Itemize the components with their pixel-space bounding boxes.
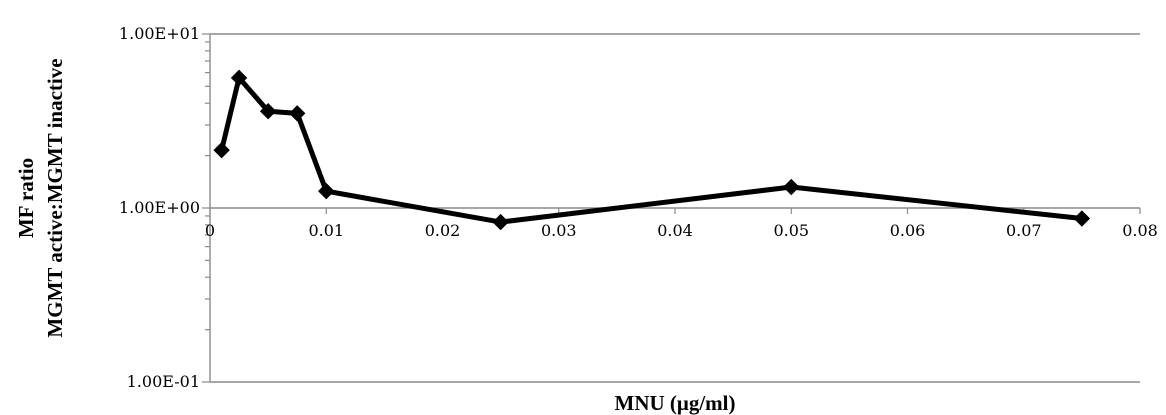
- y-tick-label: 1.00E-01: [127, 372, 200, 391]
- x-tick-labels: 0 0.01 0.02 0.03 0.04 0.05 0.06 0.07 0.08: [205, 221, 1158, 240]
- y-axis-title-line-1: MF ratio: [14, 158, 38, 238]
- axes: [202, 33, 1141, 383]
- data-point-marker: [213, 141, 230, 159]
- x-tick-label: 0.03: [541, 221, 577, 240]
- x-tick-label: 0.04: [657, 221, 693, 240]
- x-tick-label: 0.05: [773, 221, 809, 240]
- data-point-marker: [230, 69, 248, 87]
- y-tick-label: 1.00E+01: [119, 24, 200, 43]
- series-line: [219, 75, 1083, 225]
- y-axis-title-line-2: MGMT active:MGMT inactive: [43, 58, 67, 337]
- data-point-marker: [783, 178, 800, 196]
- series-line-path: [219, 75, 1083, 225]
- data-point-marker: [1073, 210, 1091, 227]
- data-point-marker: [259, 102, 277, 120]
- x-axis-title: MNU (μg/ml): [615, 391, 736, 415]
- x-tick-label: 0.08: [1122, 221, 1158, 240]
- x-tick-label: 0.06: [890, 221, 926, 240]
- x-tick-label: 0.02: [425, 221, 461, 240]
- data-point-marker: [492, 213, 509, 231]
- x-tick-label: 0.01: [308, 221, 344, 240]
- y-tick-labels: 1.00E+01 1.00E+00 1.00E-01: [119, 24, 200, 391]
- grid-lines: [210, 33, 1140, 209]
- data-point-marker: [318, 182, 335, 200]
- y-tick-label: 1.00E+00: [119, 198, 200, 217]
- series-markers: [213, 69, 1091, 231]
- x-tick-label: 0.07: [1006, 221, 1042, 240]
- data-point-marker: [288, 105, 306, 122]
- x-tick-label: 0: [205, 221, 215, 240]
